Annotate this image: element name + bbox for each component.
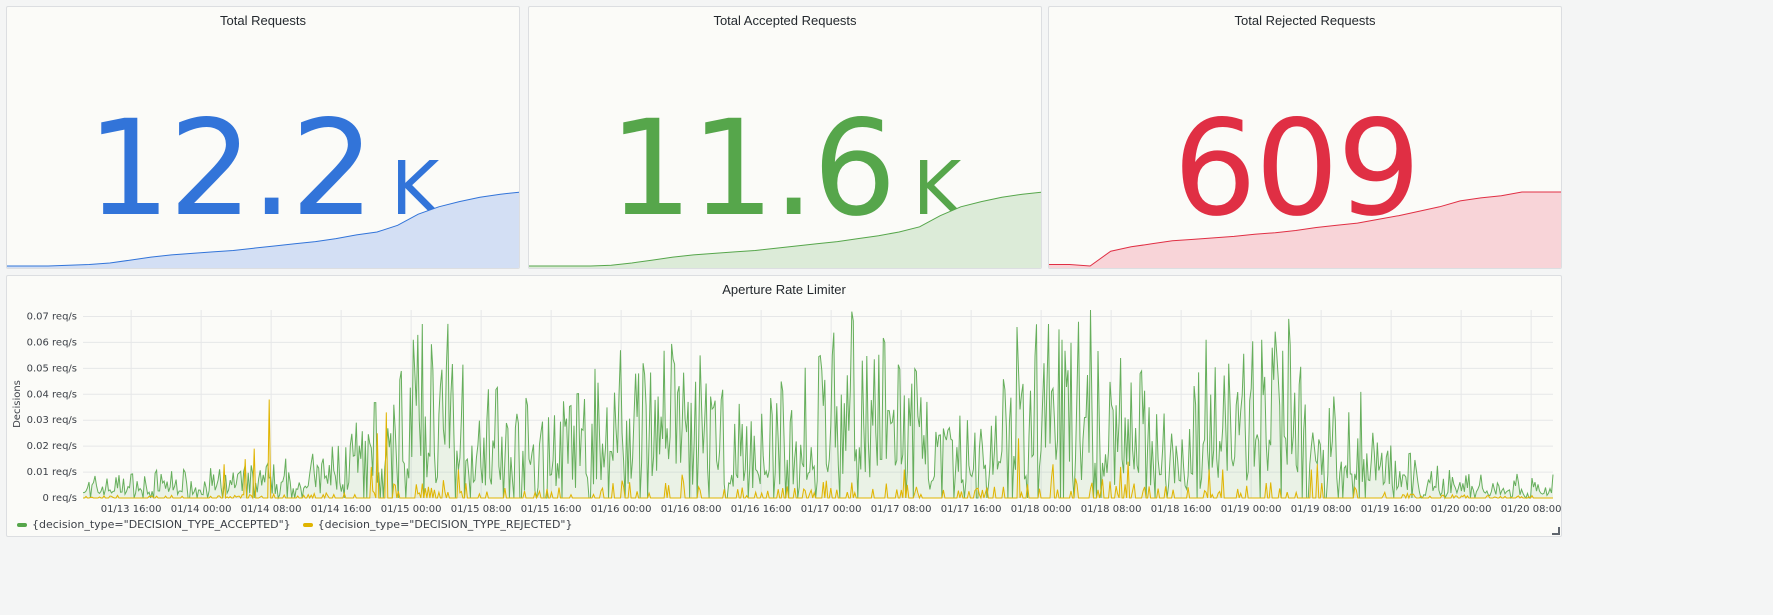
sparkline-line bbox=[7, 191, 519, 267]
sparkline-line bbox=[529, 191, 1041, 267]
x-tick-label: 01/19 16:00 bbox=[1361, 504, 1422, 515]
legend-item-rejected[interactable]: {decision_type="DECISION_TYPE_REJECTED"} bbox=[302, 518, 573, 531]
stat-number: 609 bbox=[1173, 92, 1421, 246]
timeseries-chart: 0 req/s 0.01 req/s 0.02 req/s 0.03 req/s 0.0… bbox=[12, 309, 1562, 515]
x-tick-label: 01/16 16:00 bbox=[731, 504, 792, 515]
x-tick-label: 01/14 08:00 bbox=[241, 504, 302, 515]
x-tick-label: 01/18 16:00 bbox=[1151, 504, 1212, 515]
legend: {decision_type="DECISION_TYPE_ACCEPTED"}… bbox=[17, 518, 573, 531]
x-tick-label: 01/14 00:00 bbox=[171, 504, 232, 515]
panel-title: Total Requests bbox=[220, 13, 306, 28]
panel-title: Total Rejected Requests bbox=[1234, 13, 1376, 28]
sparkline bbox=[7, 191, 519, 268]
sparkline-line bbox=[1049, 191, 1561, 267]
y-tick-label: 0.05 req/s bbox=[27, 363, 77, 374]
x-tick-label: 01/18 00:00 bbox=[1011, 504, 1072, 515]
sparkline-area bbox=[1049, 192, 1561, 268]
timeseries-panel-aperture-rate-limiter[interactable]: Aperture Rate Limiter 0 req/s 0.01 req/s 0… bbox=[6, 275, 1562, 537]
sparkline-area bbox=[529, 192, 1041, 268]
stat-panel-total-requests[interactable]: Total Requests 12.2 K bbox=[6, 6, 520, 269]
legend-swatch-accepted bbox=[17, 522, 27, 527]
stat-panel-total-rejected-requests[interactable]: Total Rejected Requests 609 bbox=[1048, 6, 1562, 269]
x-tick-label: 01/20 00:00 bbox=[1431, 504, 1492, 515]
sparkline bbox=[1049, 191, 1561, 268]
stat-value: 12.2 K bbox=[7, 103, 519, 255]
x-tick-label: 01/15 16:00 bbox=[521, 504, 582, 515]
panel-title: Total Accepted Requests bbox=[713, 13, 857, 28]
x-tick-label: 01/17 16:00 bbox=[941, 504, 1002, 515]
legend-label-rejected: {decision_type="DECISION_TYPE_REJECTED"} bbox=[317, 518, 573, 531]
series-accepted-area bbox=[83, 310, 1553, 498]
x-tick-label: 01/15 08:00 bbox=[451, 504, 512, 515]
y-tick-label: 0.02 req/s bbox=[27, 441, 77, 452]
x-tick-label: 01/20 08:00 bbox=[1501, 504, 1562, 515]
y-axis-label: Decisions bbox=[12, 380, 23, 428]
y-tick-label: 0.04 req/s bbox=[27, 389, 77, 400]
legend-item-accepted[interactable]: {decision_type="DECISION_TYPE_ACCEPTED"} bbox=[17, 518, 291, 531]
series-rejected-line bbox=[83, 399, 1553, 500]
x-tick-label: 01/16 08:00 bbox=[661, 504, 722, 515]
y-tick-label: 0.07 req/s bbox=[27, 311, 77, 322]
x-tick-label: 01/15 00:00 bbox=[381, 504, 442, 515]
y-tick-label: 0.06 req/s bbox=[27, 337, 77, 348]
x-tick-label: 01/18 08:00 bbox=[1081, 504, 1142, 515]
stat-panel-total-accepted-requests[interactable]: Total Accepted Requests 11.6 K bbox=[528, 6, 1042, 269]
x-tick-label: 01/16 00:00 bbox=[591, 504, 652, 515]
x-tick-label: 01/13 16:00 bbox=[101, 504, 162, 515]
panel-title: Aperture Rate Limiter bbox=[722, 282, 846, 297]
y-tick-label: 0 req/s bbox=[42, 493, 77, 504]
panel-resize-handle[interactable] bbox=[1552, 527, 1560, 535]
stat-number: 11.6 bbox=[608, 92, 897, 246]
x-tick-label: 01/14 16:00 bbox=[311, 504, 372, 515]
y-tick-label: 0.01 req/s bbox=[27, 467, 77, 478]
sparkline-area bbox=[7, 192, 519, 268]
y-tick-label: 0.03 req/s bbox=[27, 415, 77, 426]
x-tick-label: 01/17 00:00 bbox=[801, 504, 862, 515]
legend-label-accepted: {decision_type="DECISION_TYPE_ACCEPTED"} bbox=[32, 518, 291, 531]
stat-value: 609 bbox=[1049, 103, 1561, 255]
sparkline bbox=[529, 191, 1041, 268]
stat-number: 12.2 bbox=[86, 92, 375, 246]
x-tick-label: 01/17 08:00 bbox=[871, 504, 932, 515]
x-tick-label: 01/19 00:00 bbox=[1221, 504, 1282, 515]
legend-swatch-rejected bbox=[302, 522, 313, 527]
x-tick-label: 01/19 08:00 bbox=[1291, 504, 1352, 515]
